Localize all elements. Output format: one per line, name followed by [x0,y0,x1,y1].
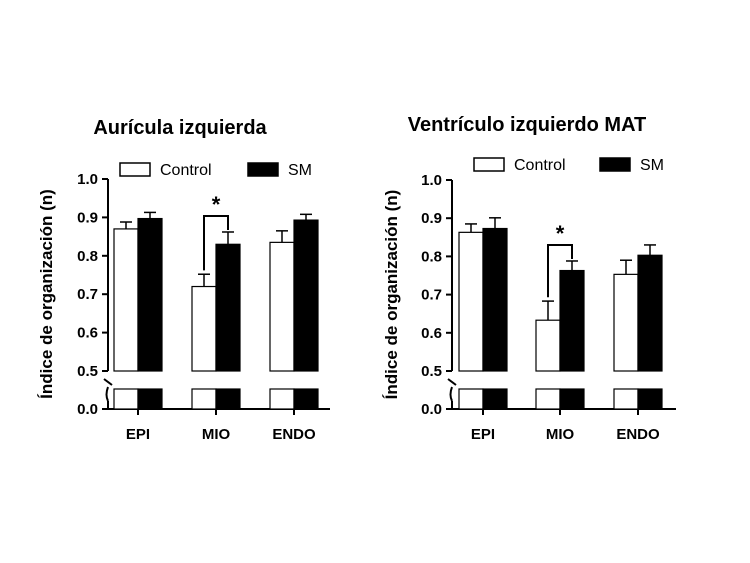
bar-sm-epi [137,217,163,372]
bar-control-mio [535,319,561,372]
legend: Control SM [119,162,312,179]
legend-label-sm: SM [640,157,664,174]
y-axis-label: Índice de organización (n) [382,190,401,400]
y-tick-label: 0.0 [421,401,442,418]
axis-break-mark [103,378,113,386]
axis-break-mark [447,378,457,386]
y-tick-label: 0.8 [77,248,98,265]
chart-title: Ventrículo izquierdo MAT [408,114,647,136]
y-tick-label: 0.9 [421,210,442,227]
bar-lower-control-mio [535,388,561,410]
y-tick-label: 1.0 [77,171,98,188]
chart-panel-2: Ventrículo izquierdo MAT Control SM Índice … [382,114,676,443]
bar-control-endo [269,241,295,372]
bar-lower-control-epi [113,388,139,410]
legend-swatch-control [119,162,151,177]
x-tick-label-mio: MIO [202,426,231,443]
bar-sm-endo [293,219,319,372]
x-tick-label-endo: ENDO [616,426,660,443]
chart-panel-1: Aurícula izquierda Control SM Índice de org… [37,117,330,443]
y-tick-label: 0.6 [421,325,442,342]
x-tick-label-mio: MIO [546,426,575,443]
y-tick-label: 0.8 [421,248,442,265]
y-tick-label: 1.0 [421,172,442,189]
x-tick-label-epi: EPI [471,426,495,443]
x-tick-label-epi: EPI [126,426,150,443]
bar-lower-sm-epi [137,388,163,410]
significance-bracket [203,214,229,271]
bar-control-epi [458,231,484,372]
significance-bracket [547,243,573,298]
bar-lower-sm-endo [637,388,663,410]
bar-lower-sm-mio [215,388,241,410]
bar-lower-sm-mio [559,388,585,410]
bar-control-endo [613,273,639,372]
bar-control-epi [113,228,139,372]
bar-lower-control-mio [191,388,217,410]
legend-swatch-sm [247,162,279,177]
y-tick-label: 0.0 [77,401,98,418]
y-tick-label: 0.7 [77,286,98,303]
legend-label-control: Control [514,157,566,174]
legend-swatch-sm [599,157,631,172]
bar-lower-control-epi [458,388,484,410]
bar-sm-endo [637,254,663,372]
legend: Control SM [473,157,664,174]
y-tick-label: 0.9 [77,209,98,226]
bar-sm-mio [559,269,585,372]
legend-label-sm: SM [288,162,312,179]
axis-break-curve [105,386,109,402]
legend-label-control: Control [160,162,212,179]
significance-star: * [556,221,565,246]
significance-star: * [212,192,221,217]
bar-sm-epi [482,227,508,372]
bar-lower-sm-endo [293,388,319,410]
bar-lower-control-endo [269,388,295,410]
y-tick-label: 0.5 [421,363,442,380]
legend-swatch-control [473,157,505,172]
chart-title: Aurícula izquierda [93,117,267,139]
y-tick-label: 0.5 [77,363,98,380]
bar-lower-sm-epi [482,388,508,410]
bar-control-mio [191,285,217,372]
y-tick-label: 0.7 [421,287,442,304]
y-axis-label: Índice de organización (n) [37,189,56,399]
axis-break-curve [449,386,453,402]
x-tick-label-endo: ENDO [272,426,316,443]
bar-lower-control-endo [613,388,639,410]
y-tick-label: 0.6 [77,325,98,342]
bar-sm-mio [215,243,241,372]
